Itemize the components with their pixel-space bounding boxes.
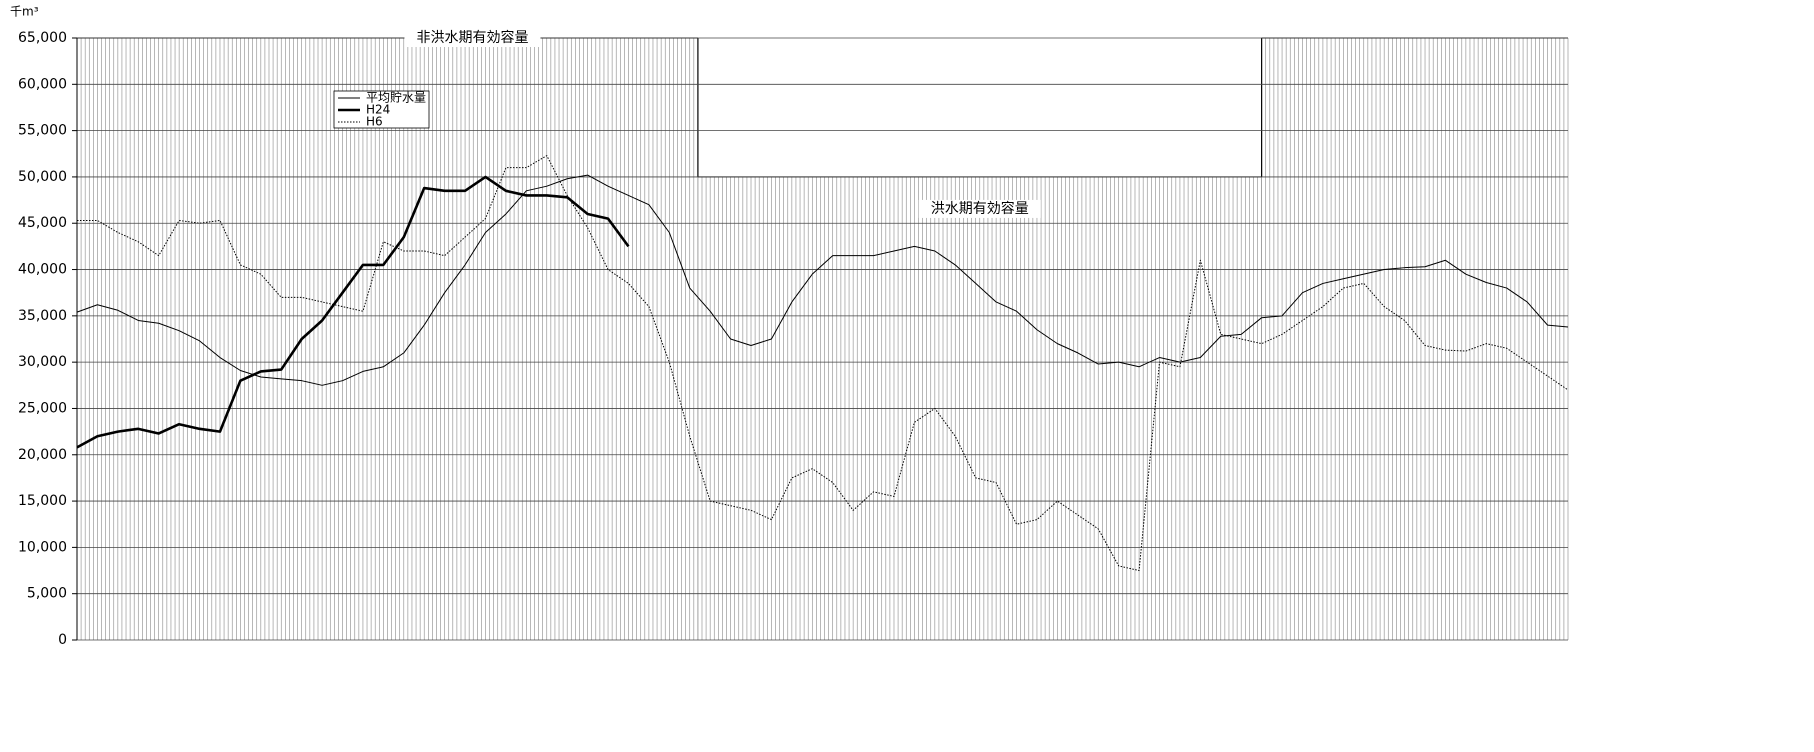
y-unit: 千m³ xyxy=(10,5,39,19)
y-tick-label: 20,000 xyxy=(18,447,67,463)
period-label: 非洪水期有効容量 xyxy=(416,29,528,46)
legend-label: H6 xyxy=(366,115,383,129)
y-tick-label: 45,000 xyxy=(18,215,67,231)
y-tick-label: 30,000 xyxy=(18,354,67,370)
capacity-hatch xyxy=(1261,38,1569,640)
series-line xyxy=(76,174,1569,386)
series-line xyxy=(77,155,1569,572)
y-tick-label: 60,000 xyxy=(18,76,67,92)
y-tick-label: 55,000 xyxy=(18,123,67,139)
legend-label: H24 xyxy=(366,103,390,117)
period-label: 洪水期有効容量 xyxy=(931,200,1029,217)
y-tick-label: 5,000 xyxy=(27,586,67,602)
y-tick-label: 10,000 xyxy=(18,539,67,555)
y-tick-label: 65,000 xyxy=(18,30,67,46)
series-line xyxy=(76,175,630,449)
y-tick-label: 40,000 xyxy=(18,262,67,278)
legend-label: 平均貯水量 xyxy=(366,91,426,105)
y-tick-label: 15,000 xyxy=(18,493,67,509)
y-tick-label: 50,000 xyxy=(18,169,67,185)
y-tick-label: 0 xyxy=(58,632,67,648)
y-tick-label: 35,000 xyxy=(18,308,67,324)
label-bg xyxy=(404,29,541,47)
label-bg xyxy=(918,199,1041,218)
y-tick-label: 25,000 xyxy=(18,400,67,416)
